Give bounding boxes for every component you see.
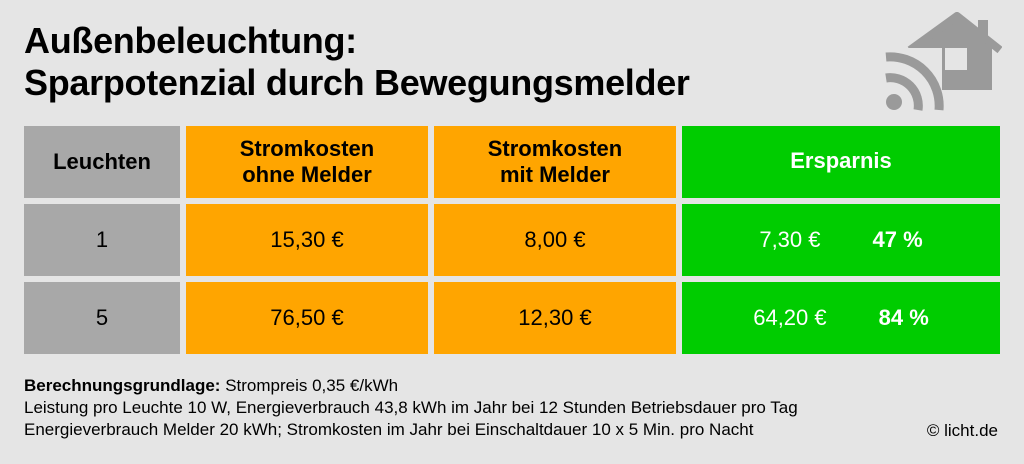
row-1-lights: 1 [24,204,180,276]
row-2-lights-value: 5 [95,305,109,330]
header-lights: Leuchten [24,126,180,198]
title-line-2: Sparpotenzial durch Bewegungsmelder [24,62,690,103]
row-1-savings: 7,30 € 47 % [682,204,1000,276]
footer-basis-label: Berechnungsgrundlage: [24,376,221,395]
row-1-with-value: 8,00 € [524,227,586,252]
row-2-saving-percent: 84 % [878,305,929,330]
header-without-label: Stromkosten ohne Melder [240,136,374,188]
footer-line-2: Leistung pro Leuchte 10 W, Energieverbra… [24,398,798,417]
row-2-without: 76,50 € [186,282,428,354]
header-with-line-1: Stromkosten [487,136,623,161]
header-with-detector: Stromkosten mit Melder [434,126,676,198]
header-with-label: Stromkosten mit Melder [488,136,622,188]
row-1-saving-percent: 47 % [872,227,923,252]
header-lights-label: Leuchten [53,149,151,174]
header-savings-label: Ersparnis [790,148,892,173]
row-1-lights-value: 1 [95,227,109,252]
header-without-line-1: Stromkosten [239,136,375,161]
footer-basis-text: Strompreis 0,35 €/kWh [220,376,399,395]
row-1-without-value: 15,30 € [270,227,344,252]
header-savings: Ersparnis [682,126,1000,198]
row-1-without: 15,30 € [186,204,428,276]
row-2-savings: 64,20 € 84 % [682,282,1000,354]
title-line-1: Außenbeleuchtung: [24,20,357,61]
row-2-without-value: 76,50 € [270,305,344,330]
header-with-line-2: mit Melder [499,162,610,187]
header-without-line-2: ohne Melder [242,162,372,187]
page-title: Außenbeleuchtung: Sparpotenzial durch Be… [24,20,690,104]
smart-home-wifi-icon [882,12,1002,112]
row-2-with-value: 12,30 € [518,305,592,330]
header-without-detector: Stromkosten ohne Melder [186,126,428,198]
calculation-basis: Berechnungsgrundlage: Strompreis 0,35 €/… [24,375,798,441]
copyright-notice: © licht.de [926,421,998,440]
footer-line-1: Berechnungsgrundlage: Strompreis 0,35 €/… [24,375,798,397]
row-2-lights: 5 [24,282,180,354]
footer-line-3: Energieverbrauch Melder 20 kWh; Stromkos… [24,420,754,439]
row-2-with: 12,30 € [434,282,676,354]
row-1-with: 8,00 € [434,204,676,276]
row-2-saving-amount: 64,20 € [753,305,827,330]
row-1-saving-amount: 7,30 € [759,227,821,252]
